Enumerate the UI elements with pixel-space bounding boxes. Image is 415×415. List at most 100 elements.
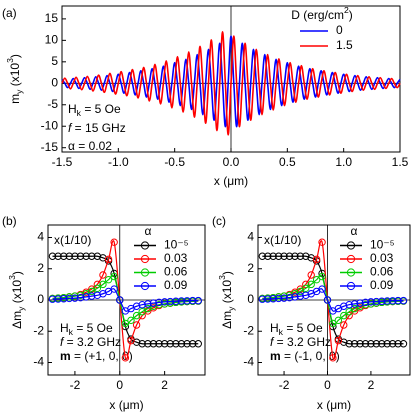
data-point: [183, 297, 191, 305]
text-part: = 5 Oe: [73, 321, 113, 335]
data-point: [121, 319, 130, 328]
data-point: [345, 300, 353, 309]
y-tick-label: 0: [37, 292, 44, 306]
text-part: k: [77, 108, 82, 118]
data-point: [127, 316, 135, 325]
data-point: [82, 293, 90, 301]
text-part: m: [8, 94, 22, 104]
data-point: [302, 284, 310, 292]
data-point: [345, 308, 353, 316]
data-point: [48, 252, 57, 260]
annotation: f = 15 GHz: [68, 121, 126, 135]
x-tick-label: 2: [161, 378, 168, 392]
text-part: x (μm): [317, 398, 351, 412]
data-point: [183, 340, 191, 348]
data-point: [127, 336, 135, 345]
text-part: y: [226, 306, 236, 311]
text-part: f: [270, 335, 275, 349]
legend-marker: [140, 268, 150, 277]
data-point: [264, 295, 272, 303]
annotation: α = 0.02: [68, 139, 112, 153]
data-point: [372, 297, 381, 306]
x-tick-label: 0: [324, 378, 331, 392]
data-point: [104, 255, 113, 264]
data-point: [280, 294, 288, 302]
data-point: [340, 311, 348, 320]
data-point: [296, 287, 305, 296]
legend-marker: [140, 281, 150, 291]
legend-marker: [346, 281, 356, 291]
panel-label: (a): [2, 6, 17, 20]
data-point: [285, 293, 294, 302]
legend-marker: [346, 254, 356, 264]
legend-marker: [140, 254, 150, 264]
data-point: [132, 311, 141, 320]
x-tick-label: -1.5: [52, 155, 73, 169]
y-tick-label: 0: [51, 75, 58, 89]
text-part: α: [351, 224, 358, 238]
data-point: [350, 300, 359, 308]
legend-label: 1.5: [336, 38, 353, 52]
data-point: [166, 297, 174, 306]
y-tick-label: 2: [247, 261, 254, 275]
data-point: [104, 275, 113, 284]
x-tick-label: -2: [279, 378, 290, 392]
data-point: [54, 252, 62, 260]
y-tick-label: -2: [243, 323, 254, 337]
data-point: [110, 272, 118, 281]
legend-title: D (erg/cm2): [291, 5, 352, 22]
data-point: [399, 340, 408, 348]
y-tick-label: 15: [45, 11, 59, 25]
data-point: [76, 252, 85, 260]
data-point: [172, 340, 180, 348]
text-part: α = 0.02: [68, 139, 112, 153]
data-point: [258, 295, 267, 303]
data-point: [194, 296, 202, 305]
data-point: [302, 252, 310, 260]
legend-marker: [140, 241, 150, 250]
x-tick-label: 0.5: [279, 155, 296, 169]
x-tick-label: 1.0: [335, 155, 352, 169]
data-point: [274, 252, 283, 260]
data-point: [307, 271, 315, 279]
data-point: [388, 297, 397, 305]
data-point: [318, 272, 326, 281]
text-part: D (erg/cm: [291, 8, 344, 22]
series-line: [61, 35, 401, 128]
text-part: x (μm): [109, 398, 143, 412]
panel-label: (c): [212, 214, 226, 228]
data-point: [291, 252, 299, 260]
y-axis-label: Δmy (x103): [7, 271, 26, 329]
data-point: [160, 340, 169, 348]
data-point: [194, 340, 202, 348]
y-tick-label: -15: [41, 140, 59, 154]
data-point: [88, 287, 96, 296]
data-point: [88, 292, 96, 300]
text-part: ): [349, 8, 353, 22]
data-point: [121, 354, 130, 362]
data-point: [340, 321, 348, 329]
annotation: Hk = 5 Oe: [68, 102, 121, 118]
series-line: [61, 30, 401, 136]
text-part: 2: [344, 5, 349, 15]
data-point: [188, 340, 197, 348]
legend-marker: [346, 241, 356, 250]
x-tick-label: 0.0: [223, 155, 240, 169]
y-tick-label: 4: [37, 230, 44, 244]
text-part: = 5 Oe: [283, 321, 323, 335]
panel-label: (b): [2, 214, 17, 228]
legend-marker: [346, 268, 356, 277]
data-point: [329, 319, 337, 328]
text-part: k: [69, 327, 74, 337]
data-point: [138, 300, 146, 309]
data-point: [361, 340, 370, 348]
legend-title: α: [145, 224, 152, 238]
data-point: [132, 321, 141, 329]
data-point: [296, 252, 305, 260]
x-tick-label: -0.5: [164, 155, 185, 169]
annotation: f = 3.2 GHz: [60, 335, 121, 349]
y-tick-label: 4: [247, 230, 254, 244]
legend-label: 10⁻⁵: [370, 238, 395, 252]
data-point: [388, 340, 397, 348]
x-tick-label: 2: [368, 378, 375, 392]
